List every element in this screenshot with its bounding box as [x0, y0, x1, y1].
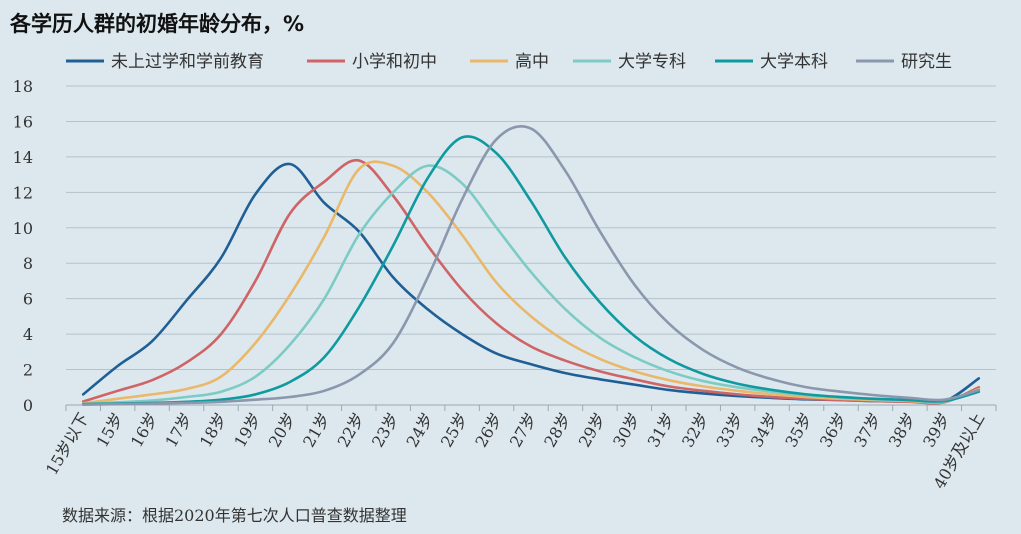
- legend: 未上过学和学前教育 小学和初中 高中 大学专科 大学本科 研究生: [66, 52, 952, 72]
- y-tick-label: 10: [13, 219, 33, 238]
- x-tick-label: 25岁: [437, 410, 472, 451]
- y-tick-label: 6: [23, 290, 33, 309]
- series-lines: [81, 124, 981, 406]
- x-tick-label: 26岁: [471, 410, 506, 451]
- x-tick-label: 30岁: [609, 410, 644, 451]
- legend-label: 大学本科: [760, 52, 828, 72]
- y-tick-label: 16: [13, 112, 33, 131]
- x-tick-label: 31岁: [644, 410, 679, 451]
- source-note: 数据来源：根据2020年第七次人口普查数据整理: [62, 506, 407, 525]
- x-tick-label: 24岁: [402, 410, 437, 451]
- y-tick-label: 18: [13, 77, 33, 96]
- x-tick-label: 22岁: [334, 410, 369, 451]
- x-tick-label: 28岁: [540, 410, 575, 451]
- chart-title: 各学历人群的初婚年龄分布，%: [10, 12, 305, 36]
- series-line-5: [81, 135, 981, 406]
- x-tick-label: 38岁: [885, 410, 920, 451]
- grid-lines: [66, 85, 996, 406]
- x-tick-label: 39岁: [919, 410, 954, 451]
- legend-label: 未上过学和学前教育: [111, 52, 264, 72]
- x-tick-label: 16岁: [127, 410, 162, 451]
- x-tick-label: 32岁: [678, 410, 713, 451]
- x-tick-label: 36岁: [816, 410, 851, 451]
- legend-label: 高中: [515, 52, 549, 72]
- x-tick-label: 20岁: [265, 410, 300, 451]
- y-tick-label: 2: [23, 361, 33, 380]
- x-tick-label: 17岁: [161, 410, 196, 451]
- x-tick-label: 23岁: [368, 410, 403, 451]
- series-line-3: [81, 160, 981, 405]
- series-line-6: [81, 124, 981, 406]
- legend-label: 研究生: [901, 52, 952, 72]
- series-line-2: [81, 159, 981, 405]
- legend-label: 大学专科: [618, 52, 686, 72]
- x-tick-label: 37岁: [850, 410, 885, 451]
- x-axis: 15岁以下 15岁 16岁 17岁 18岁 19岁 20岁 21岁 22岁 23岁 24岁 25岁 26…: [42, 404, 997, 492]
- y-tick-label: 0: [23, 396, 33, 415]
- y-tick-label: 12: [13, 183, 33, 202]
- y-axis: 0 2 4 6 8 10 12 14 16 18: [13, 77, 33, 415]
- x-tick-label: 27岁: [506, 410, 541, 451]
- x-tick-label: 34岁: [747, 410, 782, 451]
- legend-label: 小学和初中: [352, 52, 437, 72]
- x-tick-label: 33岁: [712, 410, 747, 451]
- y-tick-label: 4: [23, 325, 33, 344]
- x-tick-label: 21岁: [299, 410, 334, 451]
- x-tick-label: 18岁: [196, 410, 231, 451]
- x-tick-label: 19岁: [230, 410, 265, 451]
- y-tick-label: 14: [13, 148, 33, 167]
- x-tick-label: 15岁: [92, 410, 127, 451]
- x-tick-label: 35岁: [781, 410, 816, 451]
- y-tick-label: 8: [23, 254, 33, 273]
- x-tick-label: 15岁以下: [42, 410, 93, 479]
- x-tick-label: 29岁: [575, 410, 610, 451]
